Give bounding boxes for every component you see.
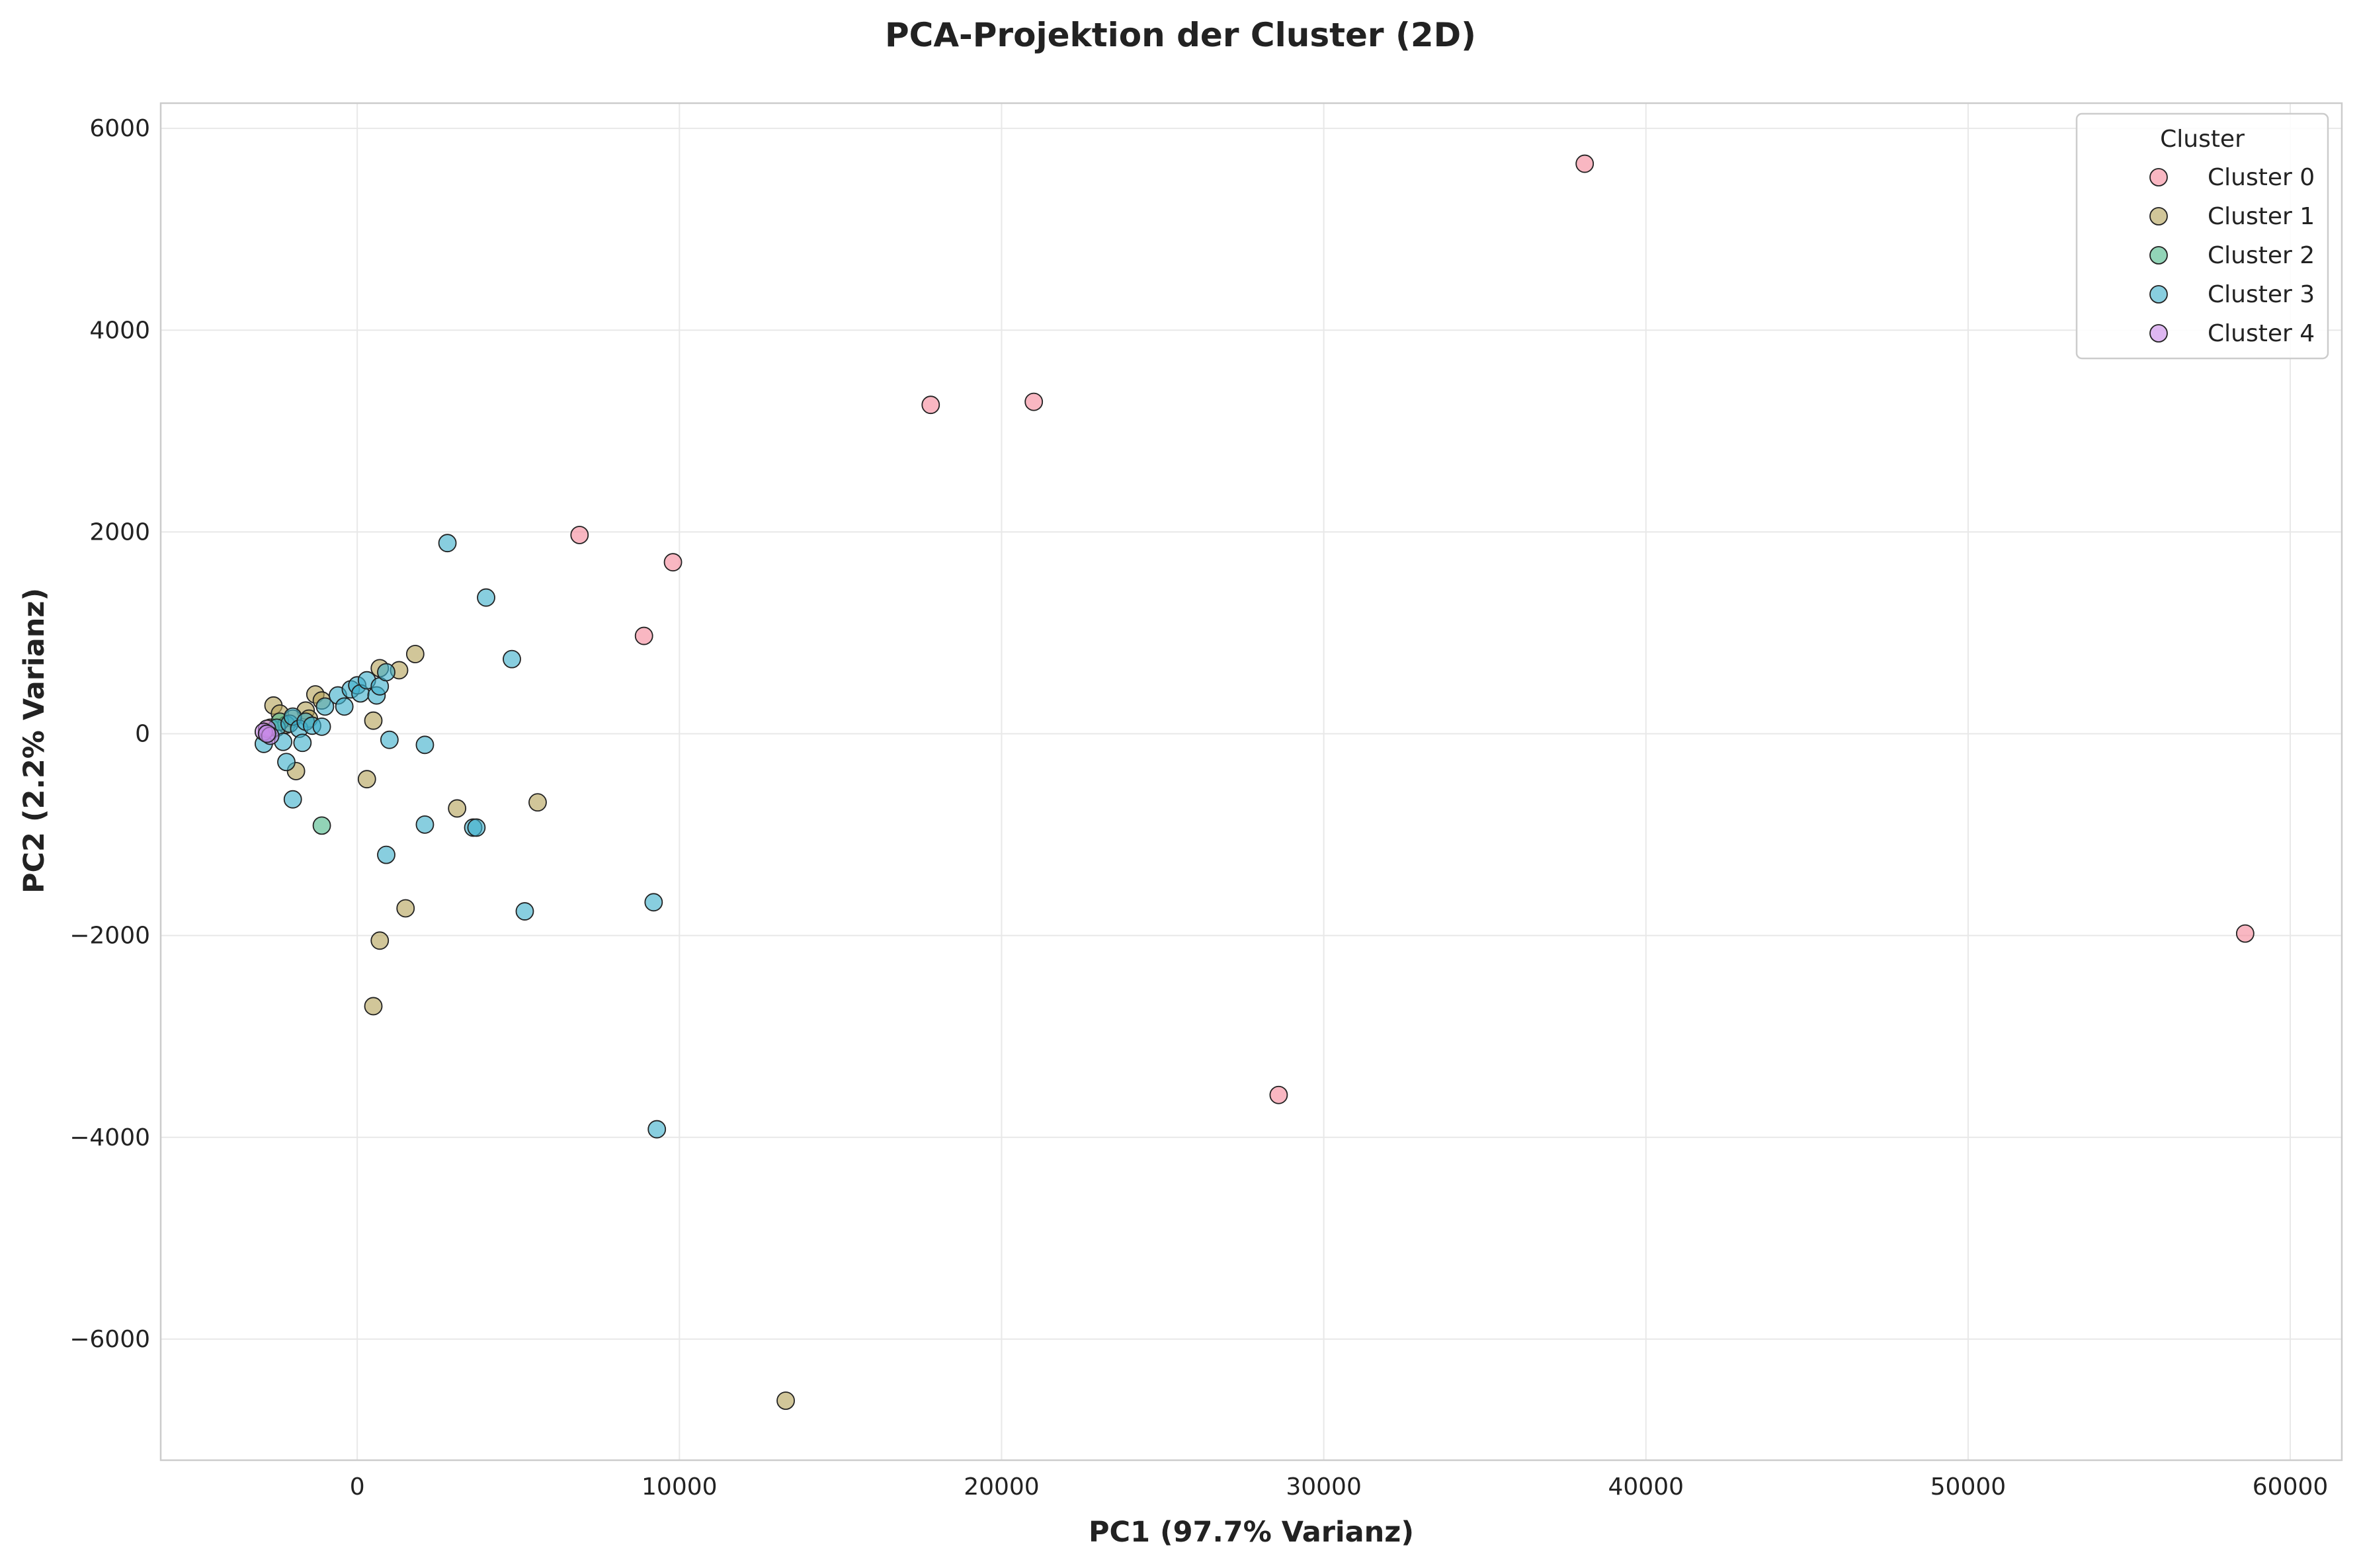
x-tick-label: 30000 — [1286, 1473, 1362, 1501]
series-cluster-0 — [570, 154, 2255, 1104]
data-point-cluster-3 — [293, 733, 312, 753]
data-point-cluster-0 — [1024, 392, 1044, 411]
legend-marker — [2149, 207, 2168, 226]
x-axis-label: PC1 (97.7% Varianz) — [1089, 1516, 1414, 1549]
x-tick-label: 20000 — [964, 1473, 1040, 1501]
data-point-cluster-3 — [277, 753, 296, 772]
data-point-cluster-3 — [377, 663, 395, 682]
data-point-cluster-3 — [477, 588, 495, 607]
data-point-cluster-1 — [364, 997, 383, 1016]
y-tick-label: 2000 — [89, 518, 150, 546]
data-point-cluster-3 — [283, 790, 302, 809]
legend-label: Cluster 3 — [2208, 281, 2315, 308]
data-point-cluster-0 — [663, 553, 683, 572]
y-tick-label: −4000 — [69, 1124, 150, 1151]
legend-label: Cluster 2 — [2208, 242, 2315, 269]
data-point-cluster-4 — [257, 724, 276, 743]
data-point-cluster-1 — [528, 793, 547, 812]
data-point-cluster-3 — [515, 902, 534, 921]
data-point-cluster-0 — [921, 395, 940, 415]
legend-marker — [2149, 246, 2168, 265]
data-point-cluster-1 — [405, 645, 425, 663]
y-tick-label: 4000 — [89, 317, 150, 344]
data-point-cluster-3 — [503, 649, 521, 669]
data-points — [254, 154, 2255, 1410]
legend-items: Cluster 0 Cluster 1 Cluster 2 Cluster 3 Clus… — [2149, 164, 2315, 347]
data-point-cluster-3 — [380, 730, 399, 749]
series-cluster-4 — [254, 720, 280, 745]
legend-title: Cluster — [2160, 126, 2245, 153]
legend-item-cluster-2: Cluster 2 — [2149, 242, 2315, 269]
x-tick-label: 50000 — [1930, 1473, 2007, 1501]
data-point-cluster-3 — [467, 818, 486, 837]
x-tick-label: 60000 — [2253, 1473, 2329, 1501]
y-axis-label: PC2 (2.2% Varianz) — [18, 588, 51, 893]
chart-title: PCA-Projektion der Cluster (2D) — [885, 16, 1476, 54]
y-tick-label: 0 — [135, 721, 150, 748]
legend-marker — [2149, 324, 2168, 343]
legend-label: Cluster 0 — [2208, 164, 2315, 191]
tick-labels: 0 10000 20000 30000 40000 50000 60000600040002… — [69, 115, 2328, 1501]
legend-marker — [2149, 285, 2168, 304]
data-point-cluster-1 — [448, 799, 467, 818]
legend-item-cluster-0: Cluster 0 — [2149, 164, 2315, 191]
legend-item-cluster-1: Cluster 1 — [2149, 203, 2315, 230]
legend-marker — [2149, 168, 2168, 186]
legend-label: Cluster 4 — [2208, 320, 2315, 347]
data-point-cluster-3 — [415, 815, 435, 834]
data-point-cluster-1 — [370, 931, 390, 950]
data-point-cluster-0 — [1269, 1085, 1288, 1104]
data-point-cluster-0 — [2235, 924, 2255, 943]
data-point-cluster-3 — [315, 697, 335, 716]
data-point-cluster-1 — [357, 770, 376, 789]
data-point-cluster-0 — [1575, 154, 1595, 173]
data-point-cluster-0 — [634, 626, 653, 645]
y-tick-label: −6000 — [69, 1326, 150, 1353]
data-point-cluster-1 — [364, 711, 383, 730]
data-point-cluster-3 — [438, 534, 457, 553]
x-tick-label: 40000 — [1608, 1473, 1684, 1501]
data-point-cluster-3 — [415, 735, 435, 755]
data-point-cluster-1 — [396, 899, 415, 918]
data-point-cluster-3 — [312, 717, 331, 736]
data-point-cluster-3 — [644, 893, 663, 912]
x-tick-label: 10000 — [642, 1473, 718, 1501]
plot-frame — [159, 102, 2343, 1462]
data-point-cluster-3 — [335, 697, 354, 716]
data-point-cluster-3 — [377, 845, 395, 864]
data-point-cluster-1 — [776, 1391, 795, 1410]
legend-box — [2075, 112, 2329, 360]
y-tick-label: 6000 — [89, 115, 150, 142]
legend-label: Cluster 1 — [2208, 203, 2315, 230]
data-point-cluster-0 — [570, 526, 589, 544]
x-tick-label: 0 — [350, 1473, 365, 1501]
legend-item-cluster-3: Cluster 3 — [2149, 281, 2315, 308]
data-point-cluster-2 — [312, 816, 331, 835]
legend-item-cluster-4: Cluster 4 — [2149, 320, 2315, 347]
data-point-cluster-3 — [647, 1120, 667, 1139]
grid — [161, 103, 2342, 1460]
y-tick-label: −2000 — [69, 923, 150, 950]
